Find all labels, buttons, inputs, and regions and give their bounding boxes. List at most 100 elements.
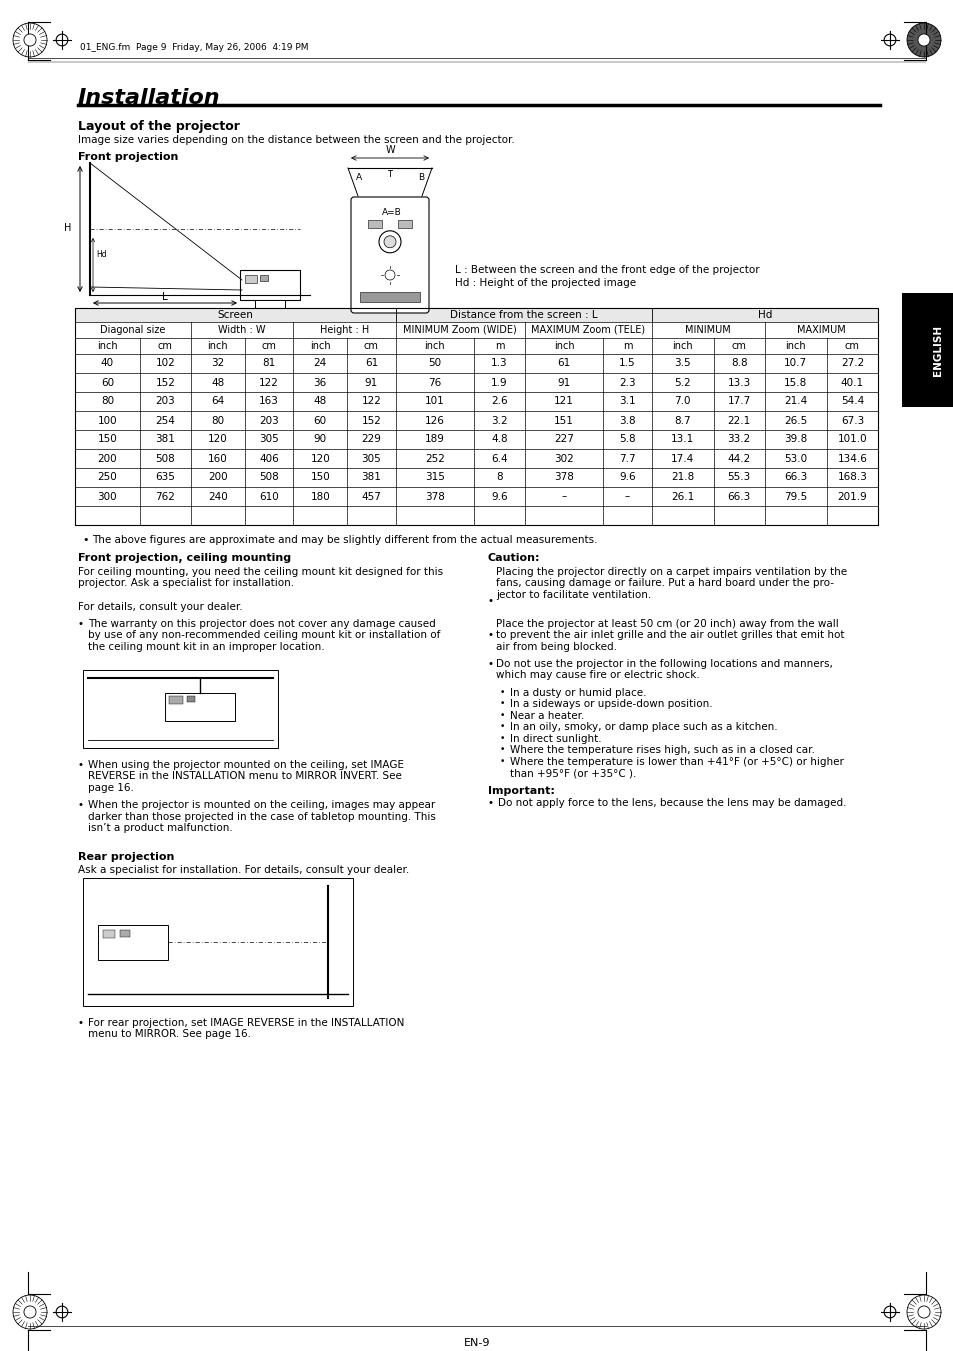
Text: Where the temperature rises high, such as in a closed car.: Where the temperature rises high, such a…: [510, 746, 814, 755]
Text: projector. Ask a specialist for installation.: projector. Ask a specialist for installa…: [78, 578, 294, 589]
Text: inch: inch: [208, 340, 228, 351]
Text: 8.8: 8.8: [730, 358, 747, 369]
Text: 120: 120: [208, 435, 228, 444]
Text: 151: 151: [554, 416, 574, 426]
Text: 381: 381: [155, 435, 175, 444]
Text: 79.5: 79.5: [783, 492, 806, 501]
Text: 17.7: 17.7: [727, 396, 750, 407]
Text: When using the projector mounted on the ceiling, set IMAGE: When using the projector mounted on the …: [88, 759, 403, 770]
Text: 64: 64: [211, 396, 224, 407]
Text: •: •: [78, 759, 84, 770]
Text: 27.2: 27.2: [840, 358, 863, 369]
Text: •: •: [499, 757, 505, 766]
Text: inch: inch: [310, 340, 330, 351]
Text: 152: 152: [361, 416, 381, 426]
Text: inch: inch: [424, 340, 445, 351]
Text: 53.0: 53.0: [783, 454, 806, 463]
Text: 13.1: 13.1: [670, 435, 694, 444]
Bar: [98, 924, 168, 959]
Circle shape: [917, 1306, 929, 1319]
Text: 152: 152: [155, 377, 175, 388]
Bar: [187, 696, 194, 701]
Text: 100: 100: [97, 416, 117, 426]
Text: 122: 122: [259, 377, 278, 388]
Text: Near a heater.: Near a heater.: [510, 711, 584, 720]
Text: Front projection: Front projection: [78, 153, 178, 162]
Text: m: m: [495, 340, 503, 351]
Text: 254: 254: [155, 416, 175, 426]
Text: •: •: [78, 1017, 84, 1028]
Text: •: •: [82, 535, 89, 544]
Text: 22.1: 22.1: [727, 416, 750, 426]
Text: •: •: [499, 746, 505, 754]
Text: 80: 80: [101, 396, 113, 407]
Text: MAXIMUM: MAXIMUM: [796, 326, 845, 335]
Text: Distance from the screen : L: Distance from the screen : L: [450, 309, 597, 320]
Text: inch: inch: [97, 340, 117, 351]
Text: For ceiling mounting, you need the ceiling mount kit designed for this: For ceiling mounting, you need the ceili…: [78, 567, 442, 577]
Text: 381: 381: [361, 473, 381, 482]
Text: REVERSE in the INSTALLATION menu to MIRROR INVERT. See: REVERSE in the INSTALLATION menu to MIRR…: [88, 771, 401, 781]
Text: 9.6: 9.6: [491, 492, 507, 501]
Circle shape: [24, 34, 36, 46]
Text: Ask a specialist for installation. For details, consult your dealer.: Ask a specialist for installation. For d…: [78, 865, 409, 874]
Text: 121: 121: [554, 396, 574, 407]
Text: 81: 81: [262, 358, 275, 369]
Text: 508: 508: [155, 454, 175, 463]
Text: A=B: A=B: [381, 208, 401, 218]
Text: Hd : Height of the projected image: Hd : Height of the projected image: [455, 278, 636, 288]
Text: 1.5: 1.5: [618, 358, 635, 369]
Text: Important:: Important:: [488, 785, 555, 796]
Text: fans, causing damage or failure. Put a hard board under the pro-: fans, causing damage or failure. Put a h…: [496, 578, 833, 589]
Text: 378: 378: [554, 473, 574, 482]
Text: 8: 8: [496, 473, 502, 482]
Text: Rear projection: Rear projection: [78, 851, 174, 862]
Text: 61: 61: [557, 358, 570, 369]
Bar: [245, 276, 256, 282]
Text: In an oily, smoky, or damp place such as a kitchen.: In an oily, smoky, or damp place such as…: [510, 723, 777, 732]
Text: Layout of the projector: Layout of the projector: [78, 120, 239, 132]
Text: 3.1: 3.1: [618, 396, 635, 407]
Text: 163: 163: [259, 396, 278, 407]
Text: •: •: [499, 734, 505, 743]
Text: 15.8: 15.8: [783, 377, 806, 388]
Text: page 16.: page 16.: [88, 782, 133, 793]
Circle shape: [906, 23, 940, 57]
Text: 66.3: 66.3: [783, 473, 806, 482]
Text: 60: 60: [314, 416, 327, 426]
Text: 01_ENG.fm  Page 9  Friday, May 26, 2006  4:19 PM: 01_ENG.fm Page 9 Friday, May 26, 2006 4:…: [80, 43, 308, 51]
Text: 252: 252: [424, 454, 444, 463]
Text: •: •: [499, 723, 505, 731]
Bar: [103, 929, 115, 938]
Bar: [120, 929, 130, 936]
Circle shape: [378, 231, 400, 253]
Text: by use of any non-recommended ceiling mount kit or installation of: by use of any non-recommended ceiling mo…: [88, 631, 440, 640]
Text: 5.8: 5.8: [618, 435, 635, 444]
Text: menu to MIRROR. See page 16.: menu to MIRROR. See page 16.: [88, 1029, 251, 1039]
Text: 122: 122: [361, 396, 381, 407]
Text: 5.2: 5.2: [674, 377, 690, 388]
Text: the ceiling mount kit in an improper location.: the ceiling mount kit in an improper loc…: [88, 642, 324, 651]
Text: 6.4: 6.4: [491, 454, 507, 463]
Text: 457: 457: [361, 492, 381, 501]
Text: Do not use the projector in the following locations and manners,: Do not use the projector in the followin…: [496, 659, 832, 669]
Text: 60: 60: [101, 377, 113, 388]
Text: •: •: [499, 700, 505, 708]
Text: H: H: [64, 223, 71, 232]
Text: cm: cm: [261, 340, 276, 351]
Text: In a sideways or upside-down position.: In a sideways or upside-down position.: [510, 700, 712, 709]
Text: Caution:: Caution:: [488, 553, 540, 563]
Text: 200: 200: [208, 473, 228, 482]
Text: •: •: [78, 800, 84, 811]
Text: 406: 406: [259, 454, 278, 463]
Text: 55.3: 55.3: [727, 473, 750, 482]
Text: B: B: [417, 173, 424, 182]
Bar: [169, 696, 183, 704]
Text: 200: 200: [97, 454, 117, 463]
Text: 305: 305: [361, 454, 381, 463]
Text: 26.1: 26.1: [670, 492, 694, 501]
Text: ENGLISH: ENGLISH: [932, 324, 942, 376]
FancyBboxPatch shape: [351, 197, 429, 313]
Text: Placing the projector directly on a carpet impairs ventilation by the: Placing the projector directly on a carp…: [496, 567, 846, 577]
Bar: [359, 292, 419, 303]
